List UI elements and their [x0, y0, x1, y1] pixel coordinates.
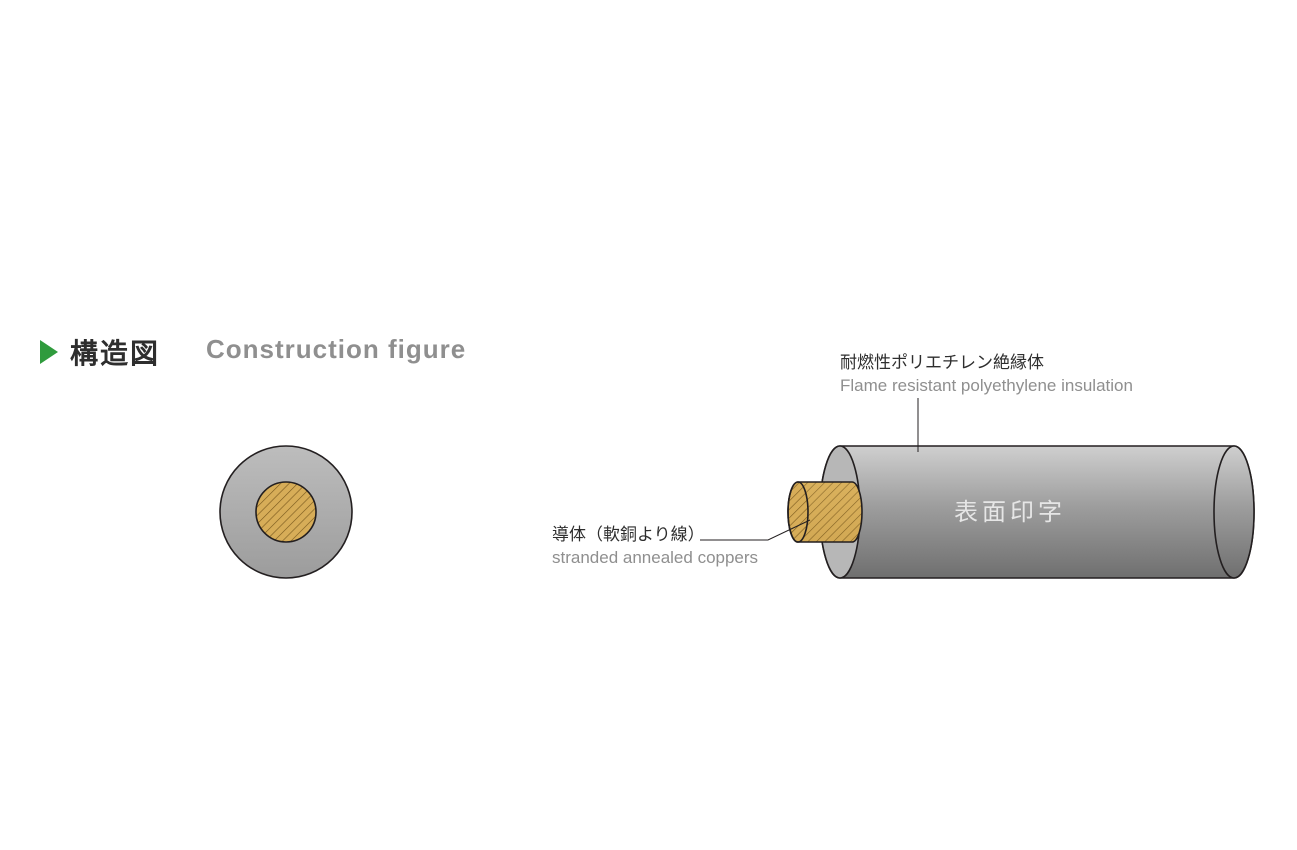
- conductor-side-view: [786, 480, 864, 544]
- construction-diagram: 表面印字: [0, 0, 1297, 850]
- figure-stage: 構造図 Construction figure 耐燃性ポリエチレン絶縁体 Fla…: [0, 0, 1297, 850]
- cross-section: [220, 446, 352, 578]
- surface-print-text: 表面印字: [954, 499, 1066, 526]
